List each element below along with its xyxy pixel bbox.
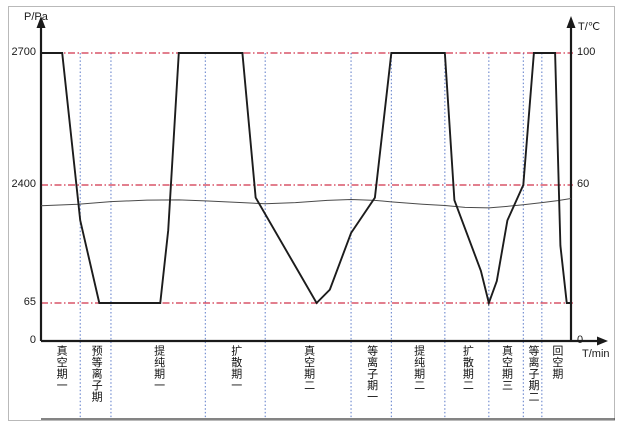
x-axis-title: T/min (582, 348, 610, 360)
left-tick-2700: 2700 (11, 46, 36, 58)
phase-label-cell: 扩散期一 (205, 342, 265, 420)
phase-label-text: 提纯期二 (412, 345, 426, 391)
phase-label-text: 预等离子期 (90, 345, 104, 403)
phase-label-text: 等离子期一 (365, 345, 379, 403)
phase-label-text: 提纯期一 (152, 345, 166, 391)
phase-label-cell: 真空期二 (265, 342, 351, 420)
phase-label-cell: 真空期一 (41, 342, 80, 420)
phase-label-text: 等离子期二 (527, 345, 541, 403)
phase-label-text: 真空期一 (55, 345, 69, 391)
temperature-curve (40, 198, 572, 209)
phase-label-text: 扩散期一 (229, 345, 243, 391)
phase-label-text: 扩散期二 (461, 345, 475, 391)
phase-label-cell: 真空期三 (489, 342, 523, 420)
right-axis-arrowhead (566, 16, 576, 28)
left-tick-2400: 2400 (11, 178, 36, 190)
left-tick-0: 0 (29, 334, 36, 346)
phase-label-cell: 扩散期二 (445, 342, 489, 420)
phase-label-cell: 等离子期二 (523, 342, 542, 420)
left-tick-65: 65 (23, 296, 36, 308)
right-axis-title: T/℃ (578, 21, 601, 33)
left-axis-title: P/Pa (24, 11, 48, 23)
phase-label-cell: 提纯期一 (111, 342, 205, 420)
phase-label-band: 真空期一 预等离子期 提纯期一 扩散期一 真空期二 等离子期一 提纯期二 扩散期二 真空期三 等离… (41, 342, 571, 420)
left-axis-arrowhead (36, 16, 46, 28)
phase-label-cell: 预等离子期 (80, 342, 111, 420)
phase-label-cell: 提纯期二 (391, 342, 445, 420)
phase-label-text: 回空期 (550, 345, 564, 380)
phase-label-text: 真空期三 (500, 345, 514, 391)
figure-border (8, 6, 615, 421)
right-tick-60: 60 (577, 178, 590, 190)
x-axis-arrowhead (597, 336, 608, 346)
pressure-curve (41, 52, 571, 307)
phase-label-cell: 等离子期一 (351, 342, 391, 420)
right-tick-100: 100 (577, 46, 596, 58)
right-tick-0: 0 (577, 334, 584, 346)
phase-label-text: 真空期二 (302, 345, 316, 391)
phase-label-cell: 回空期 (542, 342, 571, 420)
